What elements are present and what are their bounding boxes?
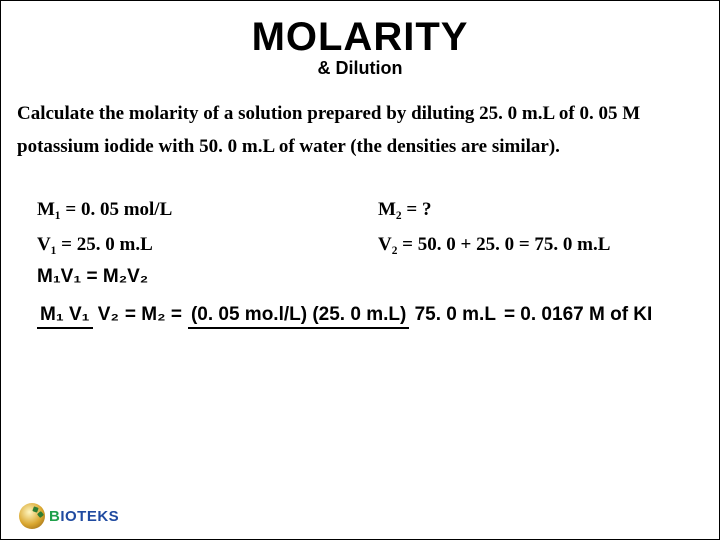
dilution-formula: M₁V₁ = M₂V₂	[1, 262, 719, 288]
m2-value: M₂ = ?	[378, 192, 719, 227]
rhs-denominator: 75. 0 m.L	[415, 302, 496, 325]
lhs-numerator: M₁ V₁	[37, 304, 93, 329]
lhs-fraction: M₁ V₁ V₂	[37, 304, 119, 326]
logo-icon	[19, 503, 45, 529]
m1-value: M₁ = 0. 05 mol/L	[37, 192, 378, 227]
given-values: M₁ = 0. 05 mol/L V₁ = 25. 0 m.L M₂ = ? V…	[1, 164, 719, 262]
lhs-denominator: V₂	[98, 302, 119, 325]
given-right: M₂ = ? V₂ = 50. 0 + 25. 0 = 75. 0 m.L	[378, 192, 719, 262]
v2-value: V₂ = 50. 0 + 25. 0 = 75. 0 m.L	[378, 227, 719, 262]
logo-text: BIOTEKS	[49, 508, 119, 525]
rhs-numerator: (0. 05 mo.l/L) (25. 0 m.L)	[188, 304, 409, 329]
final-result: = 0. 0167 M of KI	[496, 304, 652, 326]
logo-rest: IOTEKS	[60, 508, 119, 525]
page-subtitle: & Dilution	[1, 58, 719, 79]
rhs-fraction: (0. 05 mo.l/L) (25. 0 m.L) 75. 0 m.L	[188, 304, 496, 326]
problem-statement: Calculate the molarity of a solution pre…	[1, 79, 719, 164]
bioteks-logo: BIOTEKS	[19, 503, 119, 529]
given-left: M₁ = 0. 05 mol/L V₁ = 25. 0 m.L	[37, 192, 378, 262]
equals-m2: = M₂ =	[119, 304, 188, 326]
header: MOLARITY & Dilution	[1, 1, 719, 79]
solution: M₁ V₁ V₂ = M₂ = (0. 05 mo.l/L) (25. 0 m.…	[1, 288, 719, 326]
v1-value: V₁ = 25. 0 m.L	[37, 227, 378, 262]
logo-b: B	[49, 508, 60, 525]
page-title: MOLARITY	[1, 15, 719, 60]
